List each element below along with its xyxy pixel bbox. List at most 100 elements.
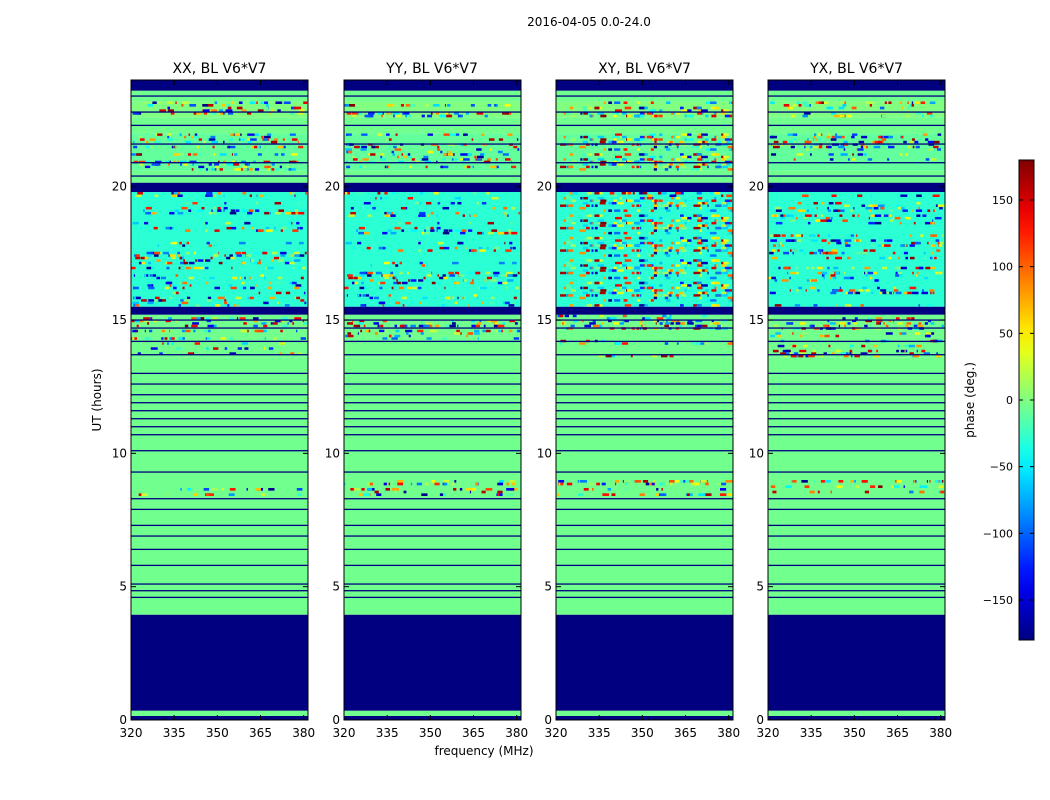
phase-sample [714,135,717,139]
phase-sample [714,158,717,161]
phase-sample [791,133,797,136]
phase-sample [470,281,475,285]
flag-line [131,684,308,687]
y-tick-label: 0 [756,713,764,727]
phase-sample [398,249,404,252]
phase-sample [613,221,617,225]
phase-sample [624,153,632,156]
phase-sample [566,239,570,242]
phase-sample [705,199,709,202]
phase-sample [644,135,646,139]
phase-sample [207,194,213,197]
phase-sample [715,204,721,207]
phase-sample [569,106,574,110]
phase-sample [624,488,629,491]
phase-sample [701,155,708,159]
phase-sample [497,281,505,285]
phase-sample [940,241,943,245]
phase-sample [369,296,374,300]
phase-sample [289,261,295,265]
phase-sample [794,304,801,307]
phase-sample [900,244,905,247]
flag-line [344,143,521,145]
phase-sample [421,493,428,496]
phase-sample [453,488,457,491]
phase-sample [915,274,918,277]
phase-sample [364,304,367,307]
phase-sample [561,269,566,272]
phase-sample [516,138,519,141]
phase-sample [657,271,661,275]
phase-sample [434,482,440,486]
phase-sample [680,304,684,307]
phase-sample [176,299,179,302]
phase-sample [809,324,813,328]
phase-sample [881,138,887,141]
phase-sample [789,106,794,110]
phase-sample [208,244,212,247]
phase-sample [691,206,695,210]
phase-sample [560,226,567,230]
phase-sample [144,165,151,169]
phase-sample [154,160,162,164]
phase-sample [452,153,455,156]
phase-sample [418,241,421,245]
phase-sample [599,163,606,166]
phase-sample [572,192,578,195]
flag-line [556,684,733,687]
phase-sample [476,148,482,151]
phase-sample [702,314,707,318]
phase-sample [265,319,270,323]
phase-sample [681,109,688,112]
phase-sample [724,266,730,270]
phase-sample [651,160,655,164]
phase-sample [711,199,717,202]
phase-sample [431,281,436,285]
phase-sample [675,165,679,169]
phase-sample [594,214,600,217]
phase-sample [603,148,606,151]
phase-sample [447,153,454,156]
phase-sample [454,196,457,200]
phase-sample [934,256,937,260]
phase-sample [150,317,153,320]
phase-sample [817,286,819,290]
phase-sample [440,165,444,169]
flag-line [344,498,521,500]
phase-sample [296,329,298,333]
phase-sample [697,264,703,267]
phase-sample [582,140,589,144]
phase-sample [639,106,646,110]
phase-sample [504,301,510,305]
phase-sample [208,138,216,141]
phase-sample [889,209,894,212]
phase-sample [830,138,837,141]
flag-line [768,418,945,420]
phase-sample [169,488,174,491]
phase-sample [486,276,493,280]
phase-sample [362,294,366,297]
phase-sample [346,160,348,164]
phase-sample [459,332,462,335]
phase-sample [298,266,303,270]
phase-sample [511,165,513,169]
phase-sample [580,286,583,290]
phase-sample [918,266,924,270]
phase-sample [161,329,166,333]
flag-line [344,450,521,452]
phase-sample [388,482,391,486]
phase-sample [619,241,622,245]
phase-sample [172,194,177,197]
phase-sample [639,264,645,267]
phase-sample [726,140,731,144]
phase-sample [877,204,885,207]
phase-sample [509,296,514,300]
phase-sample [657,249,661,252]
phase-sample [910,140,913,144]
phase-sample [825,216,830,220]
x-tick-label: 365 [674,726,697,740]
phase-sample [384,304,391,307]
phase-sample [586,259,593,262]
phase-sample [796,271,799,275]
phase-sample [566,194,570,197]
